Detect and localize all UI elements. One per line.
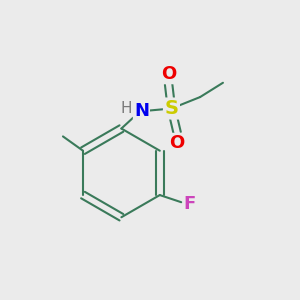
Text: F: F <box>184 195 196 213</box>
Text: N: N <box>134 102 149 120</box>
Text: H: H <box>121 101 132 116</box>
Text: S: S <box>164 99 178 118</box>
Text: O: O <box>161 65 176 83</box>
Text: O: O <box>169 134 185 152</box>
